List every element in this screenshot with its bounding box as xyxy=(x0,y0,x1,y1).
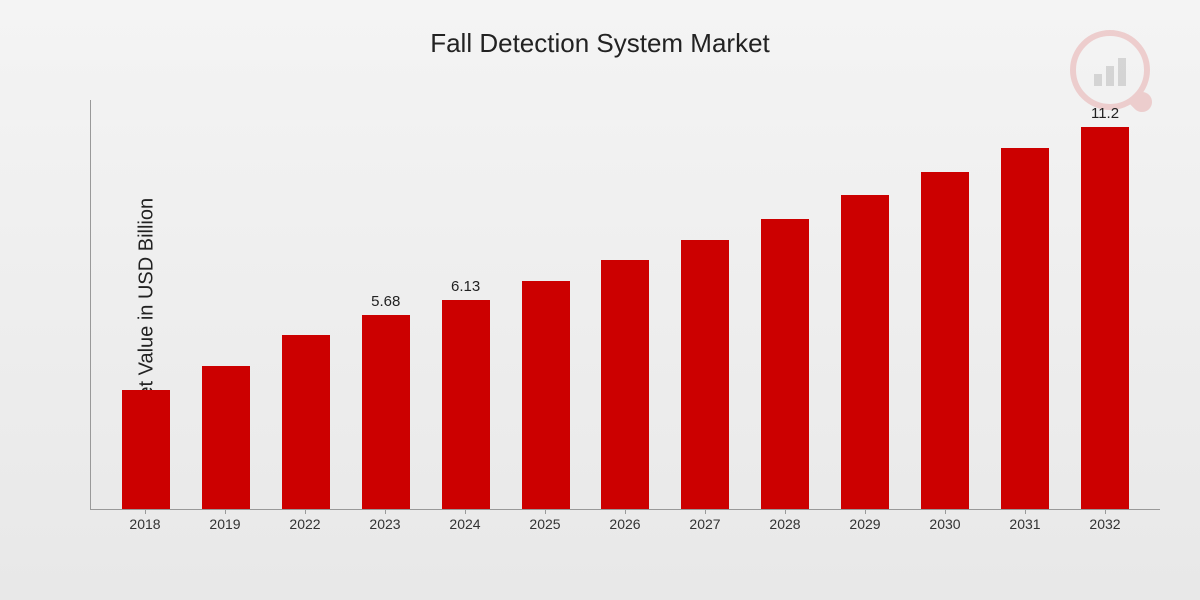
bar xyxy=(122,390,170,509)
x-axis-tick-label: 2027 xyxy=(665,510,745,540)
x-axis-tick xyxy=(465,509,466,514)
bar-group xyxy=(825,100,905,509)
bar-group xyxy=(586,100,666,509)
x-axis-tick-label: 2022 xyxy=(265,510,345,540)
x-axis-tick-label: 2024 xyxy=(425,510,505,540)
x-axis-tick-label: 2028 xyxy=(745,510,825,540)
x-axis-tick-label: 2025 xyxy=(505,510,585,540)
bars-area: 5.68 6.13 11.2 xyxy=(91,100,1160,509)
bar xyxy=(921,172,969,509)
bar-value-label: 11.2 xyxy=(1091,105,1119,122)
x-axis-tick-label: 2026 xyxy=(585,510,665,540)
x-axis-tick-label: 2031 xyxy=(985,510,1065,540)
x-axis-tick-label: 2030 xyxy=(905,510,985,540)
x-axis-tick-label: 2019 xyxy=(185,510,265,540)
bar-group xyxy=(106,100,186,509)
x-axis-tick xyxy=(385,509,386,514)
x-axis-tick xyxy=(705,509,706,514)
x-axis-tick xyxy=(1025,509,1026,514)
bar-group xyxy=(266,100,346,509)
bar-group xyxy=(985,100,1065,509)
bar-group xyxy=(665,100,745,509)
logo-bars-icon xyxy=(1094,58,1126,86)
bar xyxy=(1001,148,1049,509)
x-axis-tick-label: 2018 xyxy=(105,510,185,540)
bar-value-label: 6.13 xyxy=(451,278,480,295)
bar xyxy=(282,335,330,509)
bar-value-label: 5.68 xyxy=(371,293,400,310)
bar xyxy=(761,219,809,509)
bar xyxy=(681,240,729,509)
x-axis-labels: 2018201920222023202420252026202720282029… xyxy=(90,510,1160,540)
bar-group xyxy=(905,100,985,509)
x-axis-tick xyxy=(225,509,226,514)
x-axis-tick-label: 2023 xyxy=(345,510,425,540)
chart-container: Market Value in USD Billion 5.686.1311.2… xyxy=(70,100,1160,540)
bar xyxy=(202,366,250,509)
bar-group xyxy=(745,100,825,509)
plot-area: 5.68 6.13 11.2 xyxy=(90,100,1160,510)
x-axis-tick xyxy=(625,509,626,514)
x-axis-tick xyxy=(865,509,866,514)
bar: 5.68 xyxy=(362,315,410,509)
x-axis-tick-label: 2029 xyxy=(825,510,905,540)
x-axis-tick xyxy=(305,509,306,514)
x-axis-tick xyxy=(785,509,786,514)
chart-title: Fall Detection System Market xyxy=(0,0,1200,59)
bar: 11.2 xyxy=(1081,127,1129,509)
x-axis-tick xyxy=(1105,509,1106,514)
x-axis-tick xyxy=(545,509,546,514)
bar-group: 6.13 xyxy=(426,100,506,509)
x-axis-tick xyxy=(945,509,946,514)
bar-group: 11.2 xyxy=(1065,100,1145,509)
bar: 6.13 xyxy=(442,300,490,509)
bar xyxy=(522,281,570,509)
x-axis-tick xyxy=(145,509,146,514)
bar-group: 5.68 xyxy=(346,100,426,509)
watermark-logo xyxy=(1070,30,1150,110)
x-axis-tick-label: 2032 xyxy=(1065,510,1145,540)
bar-group xyxy=(186,100,266,509)
logo-circle xyxy=(1070,30,1150,110)
bar-group xyxy=(506,100,586,509)
bar xyxy=(841,195,889,509)
bar xyxy=(601,260,649,509)
